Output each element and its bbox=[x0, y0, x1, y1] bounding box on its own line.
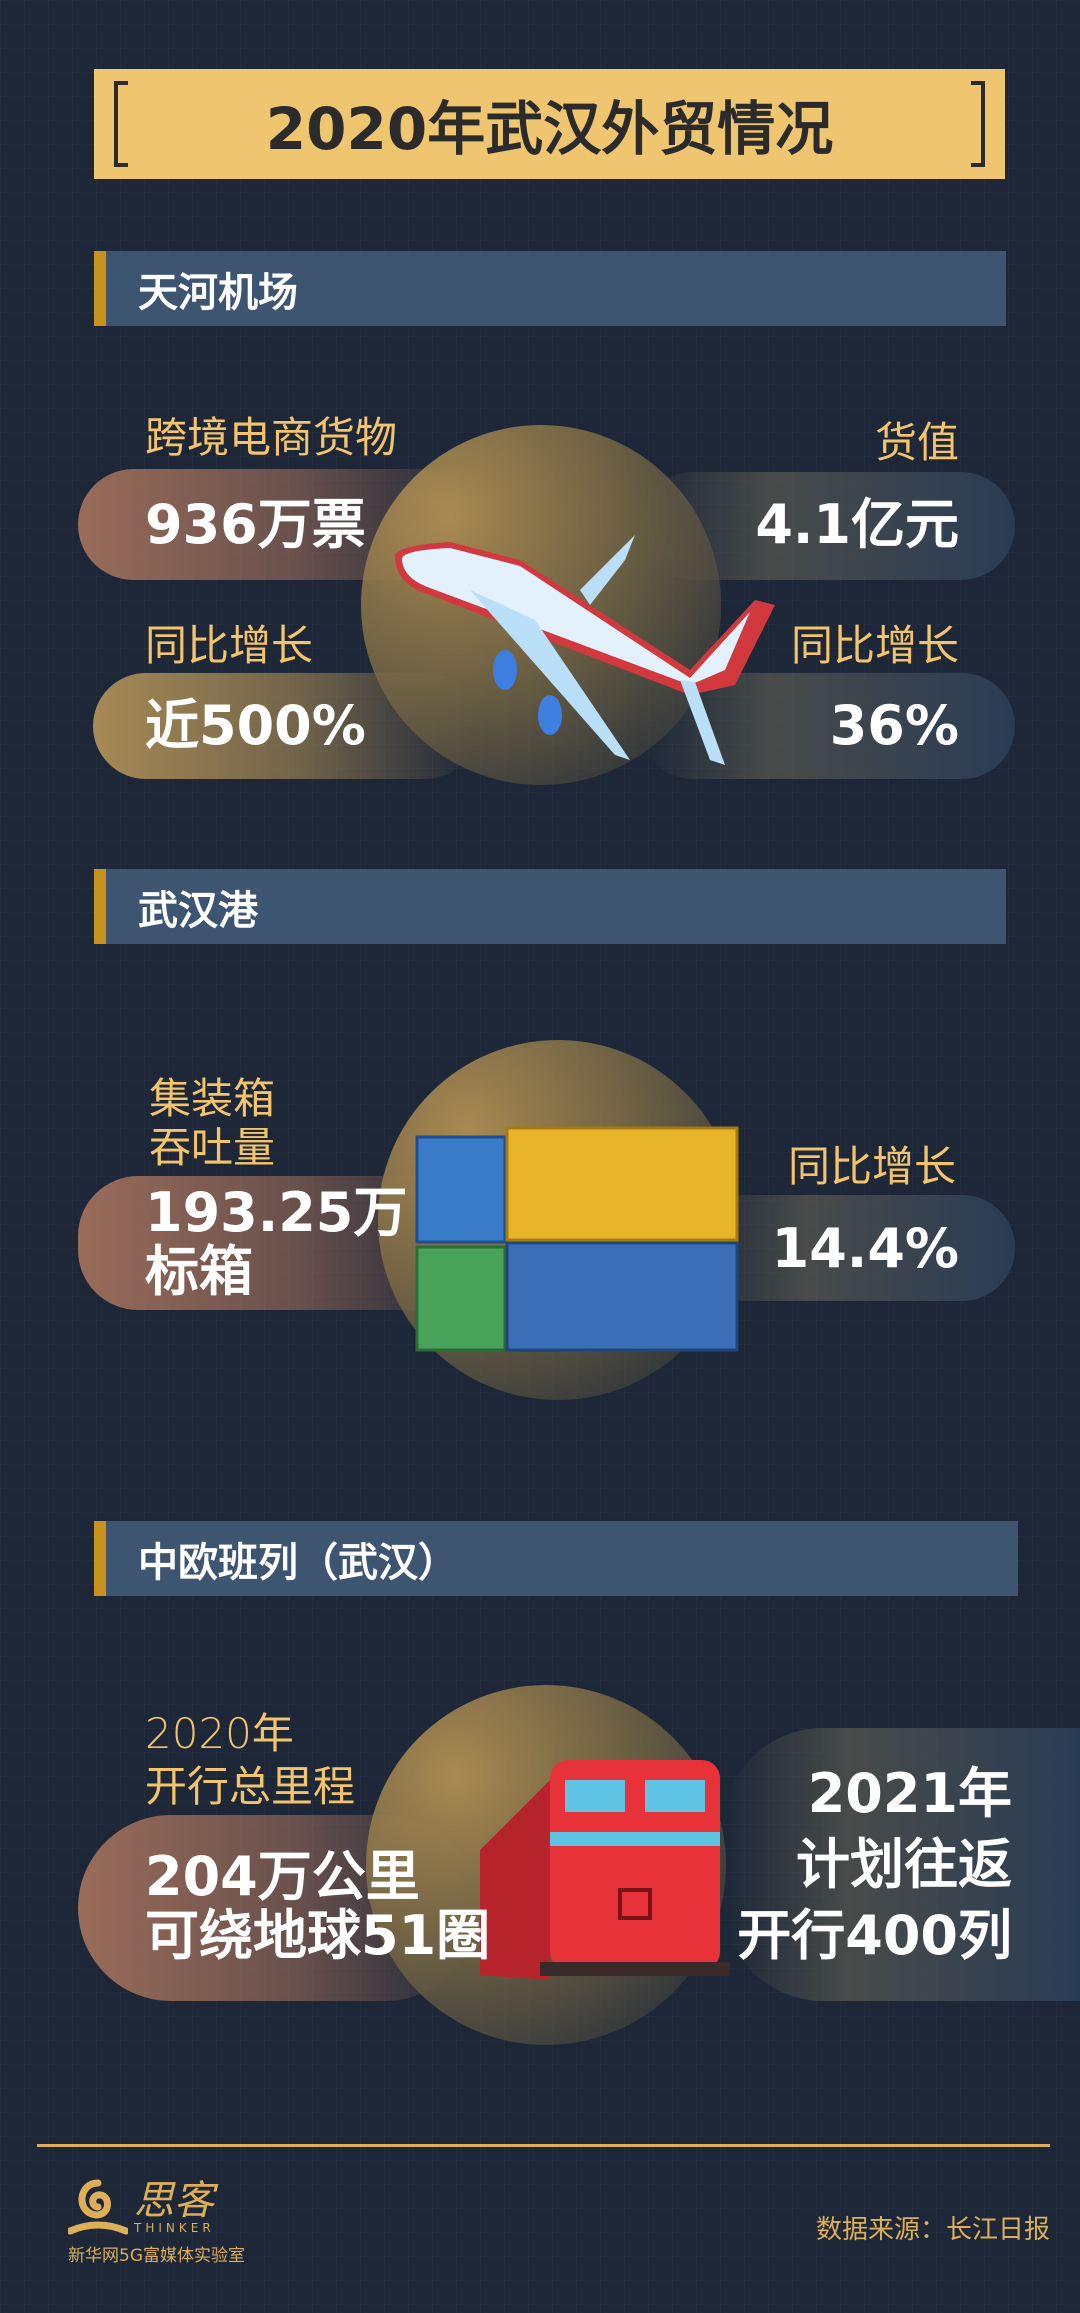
label-mileage-line1: 2020年 bbox=[145, 1709, 294, 1758]
label-mileage-line2: 开行总里程 bbox=[145, 1762, 356, 1811]
label-container-line1: 集装箱 bbox=[149, 1074, 276, 1123]
value-container-line2: 标箱 bbox=[145, 1240, 253, 1303]
plan-line3: 开行400列 bbox=[737, 1904, 1012, 1967]
right-bracket bbox=[971, 81, 985, 167]
logo-sub: THINKER bbox=[134, 2221, 215, 2235]
value-mileage-line1: 204万公里 bbox=[145, 1845, 420, 1908]
section-header-airport: 天河机场 bbox=[94, 251, 1006, 326]
data-source: 数据来源：长江日报 bbox=[815, 2215, 1050, 2245]
title-banner: 2020年武汉外贸情况 bbox=[94, 69, 1005, 179]
label-value: 货值 bbox=[874, 418, 959, 467]
label-container-line2: 吞吐量 bbox=[149, 1123, 276, 1172]
label-growth-port: 同比增长 bbox=[787, 1142, 956, 1191]
value-ecommerce: 936万票 bbox=[145, 493, 366, 556]
airplane-icon bbox=[395, 535, 775, 765]
footer-divider bbox=[37, 2144, 1050, 2147]
section-title: 武汉港 bbox=[138, 887, 258, 934]
pill-growth-port bbox=[693, 1195, 1015, 1301]
section-title: 中欧班列（武汉） bbox=[138, 1539, 458, 1586]
section-header-rail: 中欧班列（武汉） bbox=[94, 1521, 1018, 1596]
org-name: 新华网5G富媒体实验室 bbox=[68, 2246, 245, 2266]
value-growth-right: 36% bbox=[829, 694, 959, 757]
value-goods: 4.1亿元 bbox=[755, 493, 959, 556]
logo-text: 思客 bbox=[134, 2178, 214, 2224]
value-growth-left: 近500% bbox=[145, 694, 366, 757]
pill-plan bbox=[723, 1728, 1080, 2001]
section-header-port: 武汉港 bbox=[94, 869, 1006, 944]
thinker-logo: 思客 THINKER 新华网5G富媒体实验室 bbox=[68, 2175, 258, 2266]
shipping-containers-icon bbox=[415, 1126, 739, 1352]
value-container-line1: 193.25万 bbox=[145, 1181, 408, 1244]
logo-swirl-icon bbox=[68, 2179, 128, 2235]
left-bracket bbox=[114, 81, 128, 167]
train-icon bbox=[480, 1760, 730, 1980]
value-growth-port: 14.4% bbox=[771, 1217, 959, 1280]
section-title: 天河机场 bbox=[138, 269, 298, 316]
plan-line2: 计划往返 bbox=[796, 1833, 1012, 1896]
label-growth-left: 同比增长 bbox=[145, 621, 314, 670]
label-ecommerce: 跨境电商货物 bbox=[145, 413, 398, 462]
value-mileage-line2: 可绕地球51圈 bbox=[145, 1904, 491, 1967]
label-growth-right: 同比增长 bbox=[790, 621, 959, 670]
page-title: 2020年武汉外贸情况 bbox=[265, 95, 834, 163]
plan-line1: 2021年 bbox=[807, 1762, 1012, 1825]
